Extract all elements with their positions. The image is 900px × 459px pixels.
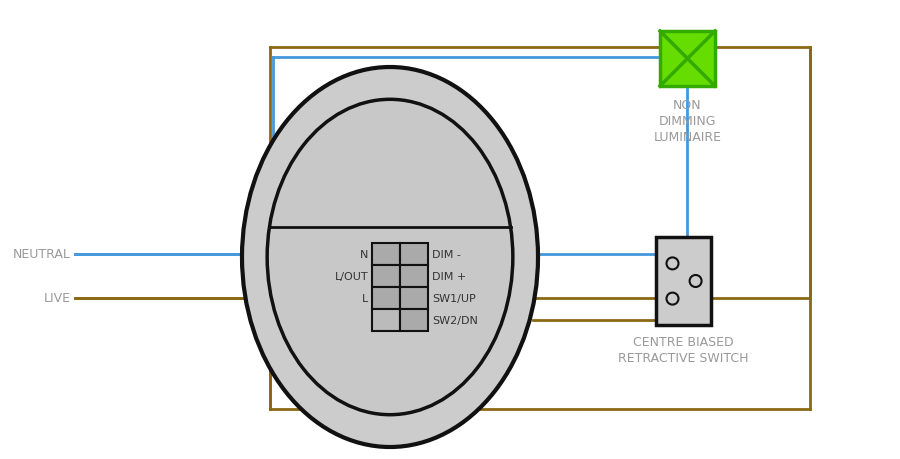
Bar	[400, 243, 428, 265]
Text: NEUTRAL: NEUTRAL	[14, 248, 71, 261]
Bar	[656, 237, 711, 325]
Text: NON: NON	[673, 99, 702, 112]
Ellipse shape	[242, 68, 538, 447]
Text: SW1/UP: SW1/UP	[432, 293, 476, 303]
Text: DIM -: DIM -	[432, 249, 461, 259]
Text: DIM +: DIM +	[432, 271, 466, 281]
Text: L/OUT: L/OUT	[335, 271, 368, 281]
Bar	[400, 265, 428, 287]
Text: LUMINAIRE: LUMINAIRE	[653, 131, 722, 144]
Circle shape	[667, 293, 679, 305]
Ellipse shape	[267, 100, 513, 415]
Bar	[372, 309, 400, 331]
Text: LIVE: LIVE	[44, 292, 71, 305]
Circle shape	[667, 258, 679, 270]
Circle shape	[689, 275, 702, 287]
Text: RETRACTIVE SWITCH: RETRACTIVE SWITCH	[618, 351, 749, 364]
Text: L: L	[362, 293, 368, 303]
Text: CENTRE BIASED: CENTRE BIASED	[634, 335, 733, 348]
Text: DIMMING: DIMMING	[659, 115, 716, 128]
Bar	[372, 287, 400, 309]
Text: N: N	[360, 249, 368, 259]
Bar	[372, 243, 400, 265]
Bar	[372, 265, 400, 287]
Bar	[400, 287, 428, 309]
Bar	[660, 32, 715, 87]
Text: SW2/DN: SW2/DN	[432, 315, 478, 325]
Bar	[400, 309, 428, 331]
